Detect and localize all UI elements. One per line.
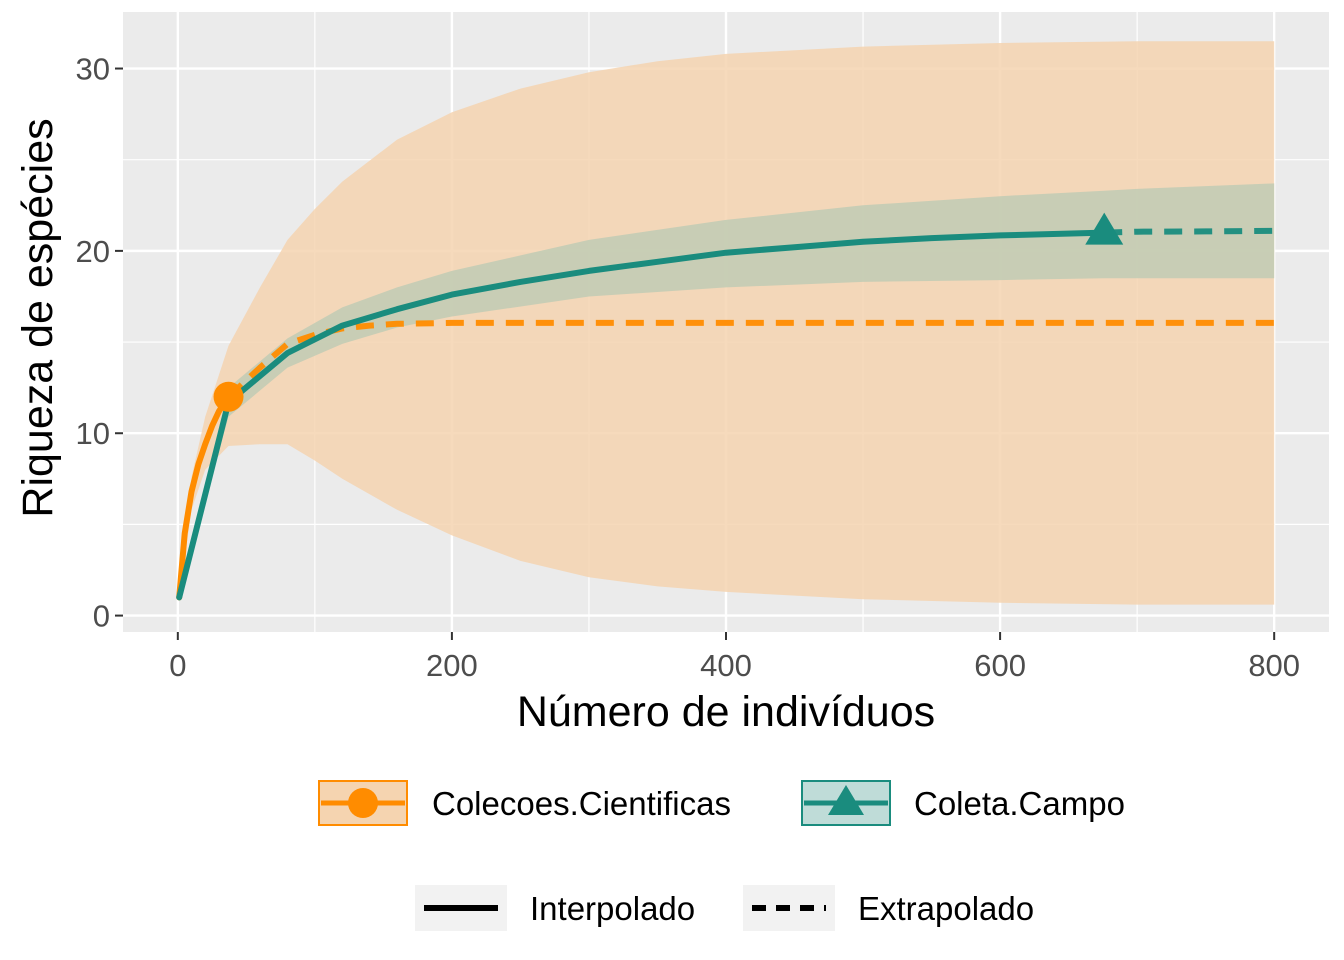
observed-markers (213, 212, 1124, 412)
x-tick-label: 600 (974, 648, 1026, 683)
x-tick-labels: 0 200 400 600 800 (169, 648, 1300, 683)
y-tick-label: 0 (93, 599, 110, 634)
y-tick-label: 10 (76, 416, 110, 451)
observed-point-coleta (1085, 212, 1124, 245)
legend-key-colecoes-circle-icon (348, 788, 378, 818)
y-tick-label: 30 (76, 52, 110, 87)
legend-key-coleta-triangle-icon (828, 785, 864, 815)
ci-band-coleta (179, 183, 1275, 598)
x-tick-label: 200 (426, 648, 478, 683)
legend-label-extrapolado: Extrapolado (858, 890, 1034, 927)
legend-linetype: Interpolado Extrapolado (415, 885, 1034, 931)
observed-point-colecoes (213, 381, 244, 412)
legend-label-coleta: Coleta.Campo (914, 785, 1125, 822)
x-tick-label: 0 (169, 648, 186, 683)
extrapolated-line-colecoes (226, 319, 1275, 400)
y-tick-labels: 0 10 20 30 (76, 52, 110, 634)
x-tick-label: 800 (1248, 648, 1300, 683)
interpolated-line-colecoes (176, 393, 232, 601)
legend-label-colecoes: Colecoes.Cientificas (432, 785, 731, 822)
axis-ticks (115, 67, 1276, 640)
x-axis-title: Número de indivíduos (517, 688, 935, 736)
x-tick-label: 400 (700, 648, 752, 683)
legend-label-interpolado: Interpolado (530, 890, 695, 927)
series-lines (176, 227, 1275, 601)
y-axis-title: Riqueza de espécies (14, 118, 62, 517)
legend-series: Colecoes.Cientificas Coleta.Campo (318, 780, 1125, 826)
y-tick-label: 20 (76, 234, 110, 269)
extrapolated-line-coleta (1104, 227, 1275, 236)
interpolated-line-coleta (176, 229, 1108, 601)
